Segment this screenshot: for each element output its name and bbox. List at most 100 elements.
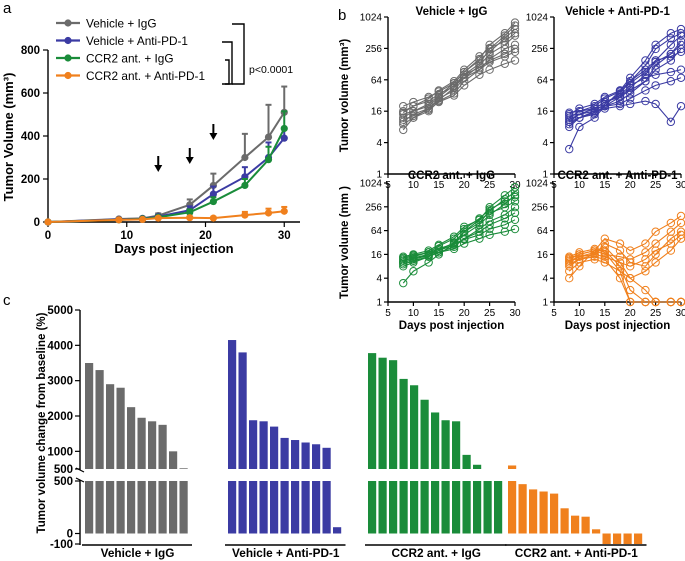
waterfall-bar <box>228 481 237 534</box>
individual-tumor-point <box>434 89 443 99</box>
subplot-ylabel: Tumor volume (mm³) <box>339 39 351 153</box>
individual-tumor-point <box>641 65 650 74</box>
waterfall-bar-upper <box>420 399 429 469</box>
individual-tumor-point <box>626 94 635 103</box>
subplot-xtick-label: 20 <box>625 180 637 191</box>
individual-tumor-line <box>402 51 516 112</box>
waterfall-bar <box>116 481 125 534</box>
individual-tumor-point <box>510 197 520 206</box>
subplot-xtick-label: 30 <box>675 180 685 191</box>
individual-tumor-point <box>666 227 676 236</box>
individual-tumor-point <box>565 256 574 266</box>
waterfall-bar-upper <box>462 454 471 469</box>
waterfall-bar <box>399 481 408 534</box>
individual-tumor-point <box>510 192 520 202</box>
subplot-ytick-label: 16 <box>537 250 549 261</box>
individual-tumor-point <box>651 99 660 109</box>
individual-tumor-point <box>510 215 520 225</box>
individual-tumor-point <box>424 96 433 106</box>
subplot-ytick-label: 1024 <box>526 179 549 190</box>
individual-tumor-point <box>399 253 408 263</box>
waterfall-bar <box>127 481 136 534</box>
individual-tumor-point <box>666 117 676 127</box>
individual-tumor-point <box>485 220 494 229</box>
individual-tumor-point <box>600 234 609 243</box>
panel-a-xlabel: Days post injection <box>114 241 233 256</box>
individual-tumor-point <box>399 110 408 119</box>
waterfall-bar <box>539 491 548 534</box>
subplot-xtick-label: 30 <box>509 308 521 319</box>
individual-tumor-point <box>641 248 650 257</box>
subplot-xtick-label: 25 <box>650 180 662 191</box>
data-point <box>186 208 194 216</box>
waterfall-group-label: CCR2 ant. + Anti-PD-1 <box>515 546 639 560</box>
waterfall-bar <box>431 481 440 534</box>
individual-tumor-point <box>460 239 469 248</box>
subplot-ytick-label: 1024 <box>526 13 549 24</box>
subplot-ytick-label: 16 <box>537 107 549 118</box>
subplot-series <box>399 197 520 261</box>
legend-label: Vehicle + IgG <box>86 17 157 31</box>
waterfall-bar-upper <box>259 421 268 469</box>
individual-tumor-point <box>434 248 443 257</box>
individual-tumor-point <box>510 44 520 54</box>
individual-tumor-point <box>575 113 584 122</box>
waterfall-bar <box>169 481 178 534</box>
data-point <box>264 156 273 164</box>
individual-tumor-point <box>600 250 609 259</box>
waterfall-bar <box>333 527 342 534</box>
subplot-xtick-label: 10 <box>408 308 420 319</box>
individual-tumor-point <box>575 258 584 267</box>
individual-tumor-point <box>460 222 469 231</box>
subplot-series <box>399 18 520 111</box>
individual-tumor-point <box>460 224 469 234</box>
individual-tumor-point <box>449 91 459 100</box>
p-value-label: p<0.0001 <box>249 64 293 76</box>
waterfall-bar <box>280 481 289 534</box>
subplot-ytick-label: 256 <box>365 202 382 213</box>
subplot-series <box>565 211 685 283</box>
individual-tumor-point <box>615 91 625 100</box>
individual-tumor-point <box>460 73 469 82</box>
panel-a-series <box>44 85 288 226</box>
individual-tumor-point <box>590 110 599 119</box>
individual-tumor-line <box>569 222 682 260</box>
individual-tumor-point <box>565 117 574 127</box>
waterfall-bar <box>473 481 482 534</box>
individual-tumor-point <box>615 252 625 261</box>
waterfall-bar-upper <box>431 412 440 469</box>
individual-tumor-point <box>615 267 625 276</box>
panel-a-ylabel: Tumor Volume (mm³) <box>1 73 16 202</box>
individual-tumor-line <box>402 25 516 123</box>
individual-tumor-point <box>510 56 520 65</box>
individual-tumor-line <box>403 219 516 259</box>
individual-tumor-line <box>568 51 682 115</box>
individual-tumor-point <box>600 258 609 267</box>
individual-tumor-point <box>485 224 494 234</box>
individual-tumor-point <box>409 255 418 264</box>
waterfall-bar <box>312 481 321 534</box>
waterfall-bar <box>322 481 331 534</box>
data-point <box>209 197 217 206</box>
individual-tumor-point <box>575 250 584 259</box>
subplot-ytick-label: 4 <box>542 138 548 149</box>
waterfall-bar-upper <box>95 370 104 469</box>
data-point <box>241 181 249 190</box>
individual-tumor-point <box>449 82 459 91</box>
individual-tumor-point <box>565 111 574 121</box>
individual-tumor-point <box>399 278 408 288</box>
subplot-ytick-label: 64 <box>537 75 549 86</box>
subplot-xtick-label: 10 <box>408 180 420 191</box>
individual-tumor-point <box>651 227 660 236</box>
individual-tumor-point <box>510 47 520 57</box>
waterfall-bar <box>238 481 247 534</box>
waterfall-bar <box>494 481 503 534</box>
waterfall-group-label: Vehicle + Anti-PD-1 <box>232 546 340 560</box>
individual-tumor-point <box>510 203 520 212</box>
data-point <box>209 214 217 222</box>
subplot-ytick-label: 1 <box>542 298 548 309</box>
subplot-xtick-label: 25 <box>650 308 662 319</box>
subplot-xtick-label: 10 <box>574 308 586 319</box>
panel-c-ytick-label: 500 <box>54 464 73 476</box>
